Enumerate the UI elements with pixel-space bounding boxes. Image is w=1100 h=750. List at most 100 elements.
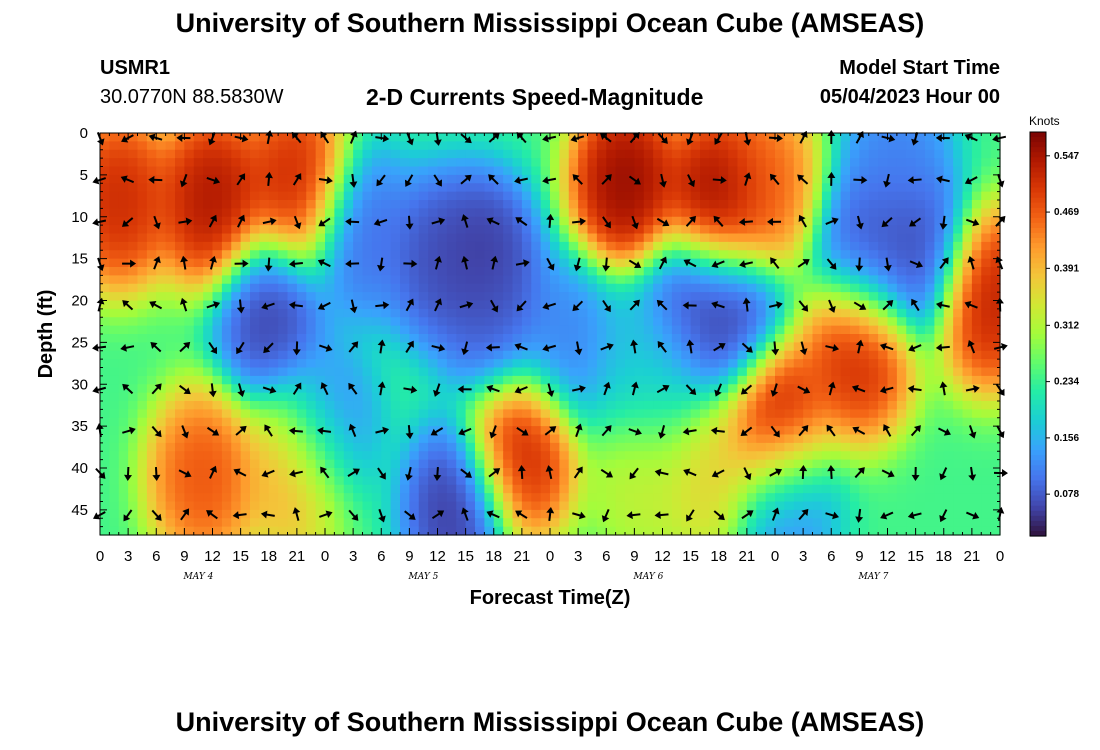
heatmap-cell xyxy=(193,384,204,394)
heatmap-cell xyxy=(306,149,317,159)
current-arrow xyxy=(600,342,614,351)
heatmap-cell xyxy=(268,250,279,260)
heatmap-cell xyxy=(128,191,139,201)
heatmap-cell xyxy=(456,375,467,385)
current-arrow xyxy=(712,176,727,185)
heatmap-cell xyxy=(850,468,860,477)
heatmap-cell xyxy=(653,501,664,511)
heatmap-cell xyxy=(906,359,917,369)
heatmap-cell xyxy=(709,459,720,469)
heatmap-cell xyxy=(418,241,429,251)
heatmap-cell xyxy=(925,158,935,168)
heatmap-cell xyxy=(578,501,589,511)
heatmap-cell xyxy=(690,476,701,486)
heatmap-cell xyxy=(887,300,898,310)
heatmap-cell xyxy=(981,334,992,343)
heatmap-cell xyxy=(287,183,298,193)
heatmap-cell xyxy=(550,384,560,394)
heatmap-cell xyxy=(221,258,232,268)
heatmap-cell xyxy=(643,350,654,360)
heatmap-cell xyxy=(915,350,926,360)
heatmap-cell xyxy=(175,225,185,235)
heatmap-cell xyxy=(578,317,589,327)
heatmap-cell xyxy=(821,359,832,369)
heatmap-cell xyxy=(681,317,692,327)
heatmap-cell xyxy=(146,501,157,511)
heatmap-cell xyxy=(906,141,917,151)
heatmap-cell xyxy=(325,375,335,385)
heatmap-cell xyxy=(671,300,682,310)
heatmap-cell xyxy=(625,191,635,201)
current-arrow xyxy=(180,255,189,270)
heatmap-cell xyxy=(587,451,598,461)
heatmap-cell xyxy=(943,392,954,402)
heatmap-cell xyxy=(887,334,898,343)
heatmap-cell xyxy=(446,359,457,369)
current-arrow xyxy=(153,215,161,230)
heatmap-cell xyxy=(446,526,457,536)
heatmap-cell xyxy=(746,409,757,419)
heatmap-cell xyxy=(137,225,148,235)
heatmap-cell xyxy=(643,225,654,235)
heatmap-cell xyxy=(381,367,392,377)
heatmap-cell xyxy=(531,241,542,251)
heatmap-cell xyxy=(831,334,842,343)
heatmap-cell xyxy=(259,267,270,276)
heatmap-cell xyxy=(118,501,129,511)
heatmap-cell xyxy=(915,334,926,343)
heatmap-cell xyxy=(737,292,748,302)
heatmap-cell xyxy=(915,459,926,469)
heatmap-cell xyxy=(746,308,757,318)
heatmap-cell xyxy=(934,526,945,536)
heatmap-cell xyxy=(137,292,148,302)
heatmap-cell xyxy=(118,476,129,486)
heatmap-cell xyxy=(428,518,439,528)
heatmap-cell xyxy=(962,401,973,410)
heatmap-cell xyxy=(878,359,889,369)
heatmap-cell xyxy=(296,191,307,201)
heatmap-cell xyxy=(746,241,757,251)
heatmap-cell xyxy=(362,292,373,302)
heatmap-cell xyxy=(643,325,654,335)
heatmap-cell xyxy=(896,375,907,385)
heatmap-cell xyxy=(465,267,476,276)
heatmap-cell xyxy=(765,200,776,209)
heatmap-cell xyxy=(943,468,954,477)
heatmap-cell xyxy=(887,409,898,419)
heatmap-cell xyxy=(296,208,307,218)
heatmap-cell xyxy=(578,258,589,268)
heatmap-cell xyxy=(906,375,917,385)
heatmap-cell xyxy=(981,191,992,201)
heatmap-cell xyxy=(203,317,214,327)
heatmap-cell xyxy=(850,233,860,243)
heatmap-cell xyxy=(662,417,673,427)
heatmap-cell xyxy=(878,401,889,410)
heatmap-cell xyxy=(437,401,448,410)
heatmap-cell xyxy=(840,342,851,352)
heatmap-cell xyxy=(746,275,757,285)
heatmap-cell xyxy=(737,200,748,209)
heatmap-cell xyxy=(240,241,251,251)
heatmap-cell xyxy=(315,518,326,528)
heatmap-cell xyxy=(793,409,804,419)
heatmap-cell xyxy=(446,442,457,452)
current-arrow xyxy=(378,508,386,523)
heatmap-cell xyxy=(334,308,345,318)
heatmap-cell xyxy=(690,183,701,193)
heatmap-cell xyxy=(371,317,382,327)
heatmap-cell xyxy=(765,468,776,477)
heatmap-cell xyxy=(925,426,935,436)
current-arrow xyxy=(743,467,752,481)
heatmap-cell xyxy=(156,476,167,486)
heatmap-cell xyxy=(278,518,289,528)
heatmap-cell xyxy=(615,275,626,285)
heatmap-cell xyxy=(503,133,514,142)
heatmap-cell xyxy=(821,141,832,151)
heatmap-cell xyxy=(306,359,317,369)
heatmap-cell xyxy=(821,334,832,343)
heatmap-cell xyxy=(465,501,476,511)
heatmap-cell xyxy=(446,459,457,469)
heatmap-cell xyxy=(728,392,739,402)
current-arrow xyxy=(911,466,920,481)
heatmap-cell xyxy=(681,484,692,494)
